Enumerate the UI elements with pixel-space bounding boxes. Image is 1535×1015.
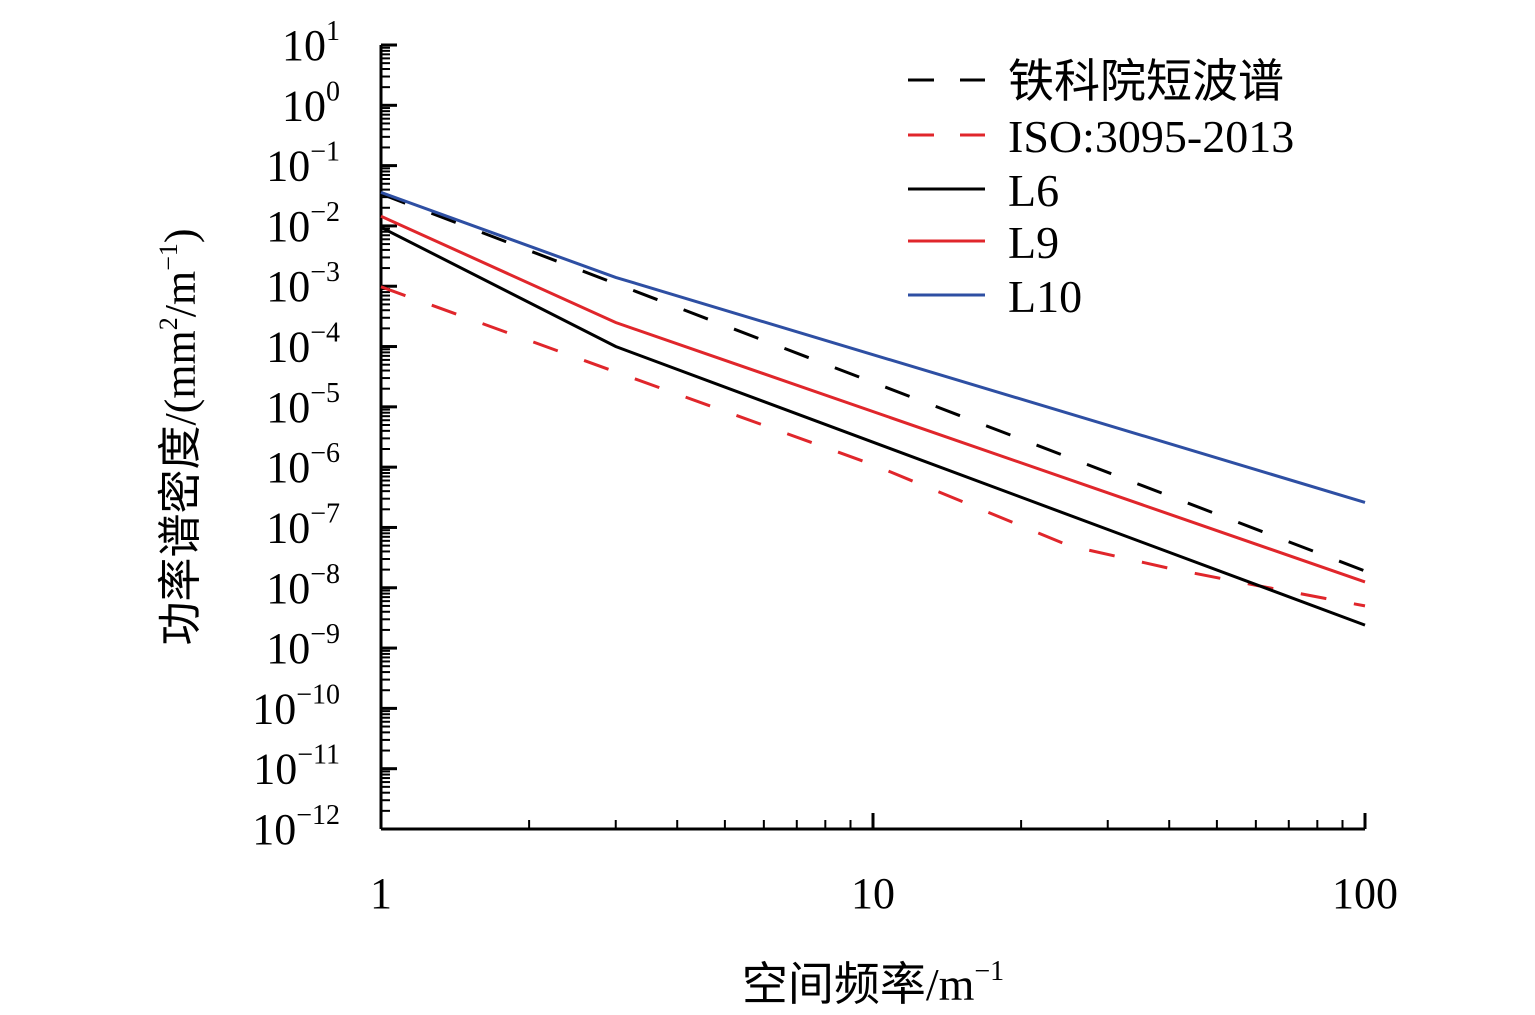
- y-tick-label: 10−2: [266, 197, 340, 251]
- y-tick-label: 100: [282, 76, 340, 130]
- legend-label-2: L6: [1008, 165, 1059, 216]
- legend-label-3: L9: [1008, 217, 1059, 268]
- x-axis-label: 空间频率/m−1: [742, 956, 1004, 1010]
- x-tick-label: 100: [1332, 869, 1398, 918]
- y-tick-label: 10−6: [266, 438, 340, 492]
- series-line-1: [380, 285, 1366, 608]
- series-line-2: [380, 225, 1366, 627]
- y-tick-label: 10−8: [266, 559, 340, 613]
- plot-area: [379, 45, 1365, 831]
- legend-label-1: ISO:3095-2013: [1008, 111, 1294, 162]
- series-line-4: [380, 190, 1366, 504]
- series-line-3: [380, 214, 1366, 584]
- y-tick-label: 10−4: [266, 318, 340, 372]
- y-tick-label: 10−7: [266, 498, 340, 552]
- y-tick-label: 10−5: [266, 378, 340, 432]
- x-axis: 1 10 100: [370, 813, 1398, 918]
- y-axis: 101 100 10−1 10−2 10−3 10−4 10−5 10−6 10−7 10−8 10…: [252, 16, 397, 854]
- y-tick-label: 10−1: [266, 137, 340, 191]
- y-axis-label: 功率谱密度/(mm2/m−1): [154, 228, 205, 645]
- legend-label-0: 铁科院短波谱: [1008, 56, 1284, 107]
- x-tick-label: 1: [370, 869, 392, 918]
- y-tick-label: 10−12: [252, 800, 340, 854]
- series-group: [380, 190, 1366, 627]
- series-line-0: [380, 192, 1366, 573]
- y-tick-label: 10−3: [266, 257, 340, 311]
- y-tick-label: 10−10: [252, 679, 340, 733]
- x-tick-label: 10: [851, 869, 895, 918]
- y-tick-label: 10−11: [253, 740, 340, 794]
- y-tick-label: 10−9: [266, 619, 340, 673]
- y-tick-label: 101: [282, 16, 340, 70]
- legend-label-4: L10: [1008, 271, 1082, 322]
